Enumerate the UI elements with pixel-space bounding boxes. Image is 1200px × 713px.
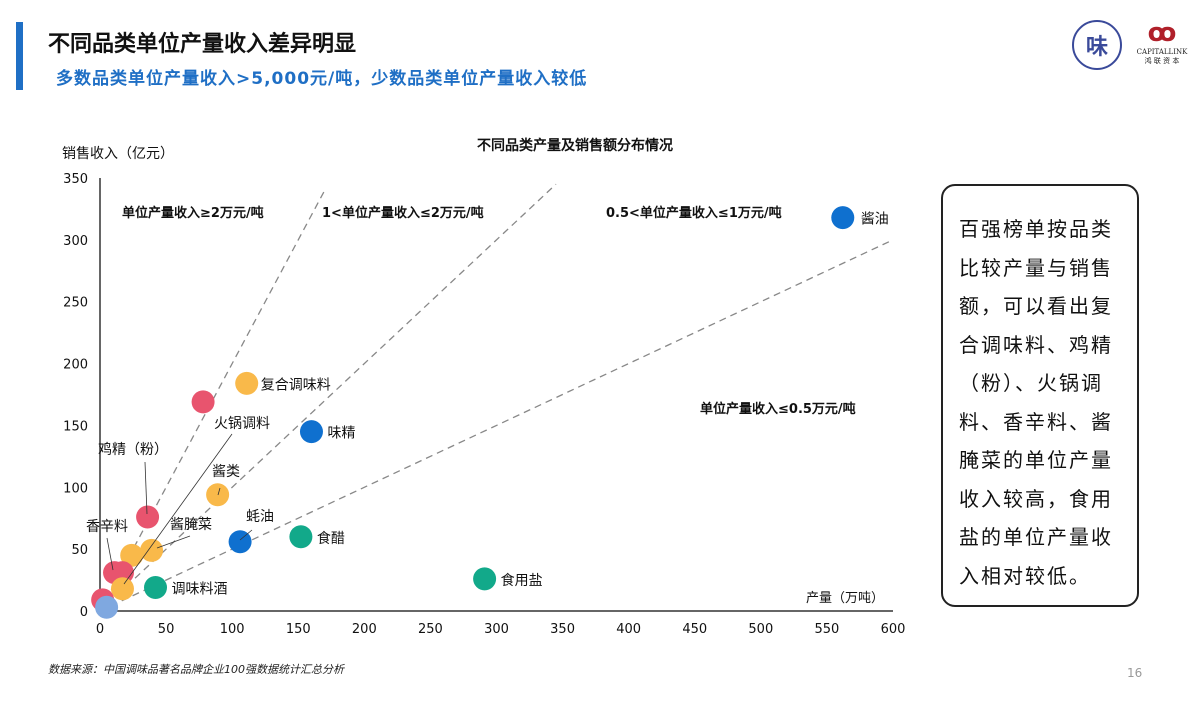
data-point [191,390,215,414]
x-tick-label: 500 [748,622,773,637]
reference-line-label: 1<单位产量收入≤2万元/吨 [322,205,484,221]
data-point [831,206,855,230]
data-point [235,371,259,395]
reference-line-label: 单位产量收入≤0.5万元/吨 [700,401,856,417]
data-point [136,505,160,529]
x-tick-label: 100 [220,622,245,637]
page-number: 16 [1127,666,1143,680]
data-label: 食醋 [317,530,345,547]
y-tick-label: 350 [63,172,88,187]
data-point [206,483,230,507]
data-label: 蚝油 [246,509,274,525]
page-subtitle: 多数品类单位产量收入>5,000元/吨，少数品类单位产量收入较低 [56,69,588,89]
x-tick-label: 400 [616,622,641,637]
x-tick-label: 550 [815,622,840,637]
x-tick-label: 150 [286,622,311,637]
data-point [110,577,134,601]
chart-title: 不同品类产量及销售额分布情况 [477,137,673,154]
reference-line [99,183,557,612]
y-tick-label: 300 [63,234,88,249]
logo-glyph: 味 [1085,35,1108,60]
data-label: 酱腌菜 [170,517,212,533]
x-tick-label: 200 [352,622,377,637]
data-point [120,543,144,567]
reference-line [99,190,326,612]
data-label: 味精 [327,426,355,442]
leader-line [123,433,233,585]
data-point [95,595,119,619]
data-label: 香辛料 [86,519,128,535]
leader-line [106,537,114,571]
accent-bar [16,22,23,90]
data-point [299,420,323,444]
data-point [140,538,164,562]
data-point [289,525,313,549]
y-tick-label: 200 [63,358,88,373]
data-label: 酱类 [212,464,240,480]
page-title: 不同品类单位产量收入差异明显 [48,32,357,57]
x-tick-label: 350 [550,622,575,637]
leader-line [144,461,148,515]
leader-line [156,535,191,549]
data-label: 调味料酒 [172,581,228,597]
y-tick-label: 100 [63,481,88,496]
x-tick-label: 450 [682,622,707,637]
x-tick-label: 300 [484,622,509,637]
reference-line-label: 0.5<单位产量收入≤1万元/吨 [606,205,782,221]
association-logo: 味 [1072,20,1122,70]
data-label: 复合调味料 [261,376,331,393]
leader-line [239,529,253,541]
note-box: 百强榜单按品类比较产量与销售额，可以看出复合调味料、鸡精（粉）、火锅调料、香辛料… [941,184,1139,607]
data-label: 酱油 [861,212,889,228]
data-point [228,530,252,554]
capitallink-text: CAPITALLINK [1136,48,1188,56]
y-axis-label: 销售收入（亿元） [62,146,174,162]
data-label: 火锅调料 [214,416,270,432]
y-tick-label: 50 [71,543,88,558]
y-tick-label: 0 [80,605,88,620]
capitallink-cn: 鸿 联 资 本 [1144,57,1180,65]
x-axis-label: 产量（万吨） [806,591,884,606]
capitallink-mark: ꝏ [1147,18,1177,48]
data-label: 食用盐 [501,572,543,589]
x-tick-label: 600 [881,622,906,637]
leader-line [217,487,221,496]
x-tick-label: 250 [418,622,443,637]
x-tick-label: 50 [158,622,175,637]
reference-line-label: 单位产量收入≥2万元/吨 [122,205,264,221]
data-label: 鸡精（粉） [98,441,168,458]
y-tick-label: 250 [63,296,88,311]
x-tick-label: 0 [96,622,104,637]
data-point [144,575,168,599]
data-point [473,567,497,591]
data-source: 数据来源：中国调味品著名品牌企业100强数据统计汇总分析 [48,663,344,676]
capitallink-logo: ꝏ CAPITALLINK 鸿 联 资 本 [1132,18,1192,66]
y-tick-label: 150 [63,419,88,434]
